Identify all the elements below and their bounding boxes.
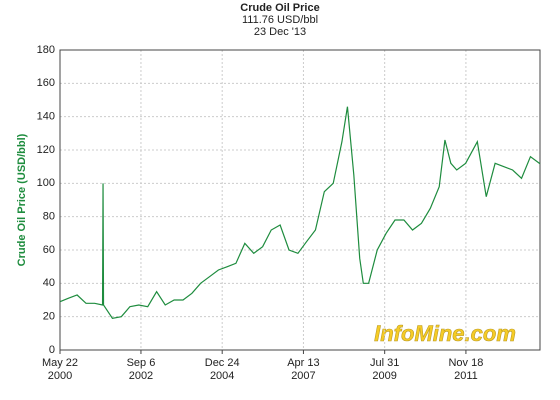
x-tick-year: 2011 <box>454 370 478 382</box>
y-tick-label: 100 <box>37 177 55 189</box>
x-tick-label: Sep 6 <box>127 357 156 369</box>
x-tick-year: 2007 <box>291 370 315 382</box>
chart-date: 23 Dec '13 <box>254 26 306 38</box>
y-tick-label: 180 <box>37 44 55 56</box>
x-tick-year: 2000 <box>48 370 72 382</box>
x-tick-label: Dec 24 <box>205 357 240 369</box>
y-tick-label: 140 <box>37 111 55 123</box>
y-axis-title: Crude Oil Price (USD/bbl) <box>16 133 28 266</box>
x-tick-label: May 22 <box>42 357 78 369</box>
plot-frame <box>59 49 541 351</box>
y-tick-label: 40 <box>43 277 55 289</box>
x-tick-year: 2002 <box>129 370 153 382</box>
y-tick-label: 160 <box>37 77 55 89</box>
y-tick-label: 60 <box>43 244 55 256</box>
x-tick-year: 2004 <box>210 370 234 382</box>
price-line <box>59 106 541 319</box>
y-tick-label: 120 <box>37 144 55 156</box>
chart-title: Crude Oil Price <box>240 2 319 14</box>
watermark: InfoMine.com <box>374 321 516 346</box>
y-tick-label: 20 <box>43 311 55 323</box>
x-tick-label: Jul 31 <box>370 357 399 369</box>
x-tick-year: 2009 <box>372 370 396 382</box>
y-tick-label: 0 <box>49 344 55 356</box>
x-tick-label: Apr 13 <box>287 357 319 369</box>
chart-subtitle: 111.76 USD/bbl <box>242 14 318 26</box>
y-tick-label: 80 <box>43 211 55 223</box>
x-tick-label: Nov 18 <box>448 357 483 369</box>
